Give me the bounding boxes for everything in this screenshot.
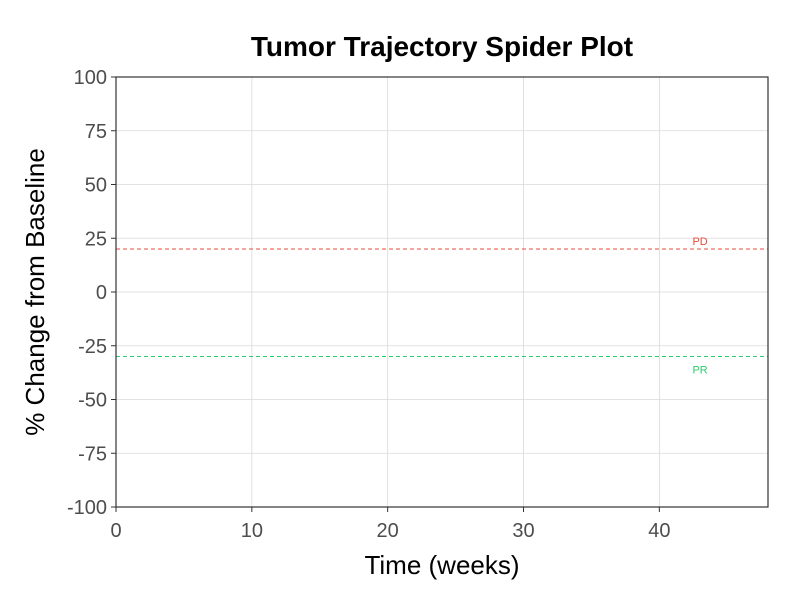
x-tick-label: 0: [110, 520, 121, 542]
x-tick-label: 40: [648, 520, 670, 542]
y-tick-label: -50: [78, 390, 107, 412]
chart-title: Tumor Trajectory Spider Plot: [251, 31, 633, 62]
y-tick-label: 75: [85, 121, 107, 143]
x-tick-label: 10: [241, 520, 263, 542]
y-axis-title: % Change from Baseline: [20, 148, 50, 436]
y-tick-label: 50: [85, 175, 107, 197]
x-axis-title: Time (weeks): [364, 550, 519, 580]
y-tick-label: 100: [74, 67, 107, 89]
y-tick-label: 0: [96, 282, 107, 304]
y-tick-label: -100: [67, 497, 107, 519]
y-tick-label: -75: [78, 443, 107, 465]
x-tick-label: 20: [377, 520, 399, 542]
y-tick-label: 25: [85, 228, 107, 250]
plot-area: PD PR -100 -75 -50 -25 0 25 50 75 100 0 10 20 30 40: [67, 67, 769, 542]
reference-label-pd: PD: [692, 236, 707, 248]
reference-label-pr: PR: [692, 365, 707, 377]
x-tick-label: 30: [512, 520, 534, 542]
y-tick-label: -25: [78, 336, 107, 358]
